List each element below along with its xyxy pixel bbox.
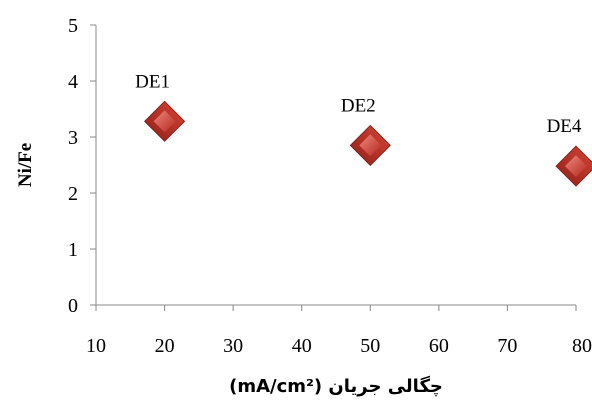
y-ticks: 0 1 2 3 4 5 — [68, 15, 96, 317]
y-tick-label: 3 — [68, 127, 78, 149]
y-tick-label: 5 — [68, 15, 78, 37]
data-point — [555, 145, 592, 187]
point-label: DE2 — [341, 95, 376, 116]
diamond-highlight — [565, 155, 587, 178]
x-tick-label: 70 — [497, 335, 517, 357]
data-point — [144, 100, 186, 142]
y-tick-label: 4 — [68, 71, 78, 93]
point-label: DE4 — [547, 116, 582, 137]
axes — [95, 25, 576, 306]
x-tick-label: 50 — [360, 335, 380, 357]
x-tick-label: 80 — [572, 335, 592, 357]
x-tick-label: 30 — [223, 335, 243, 357]
x-tick-label: 20 — [155, 335, 175, 357]
x-ticks: 10 20 30 40 50 60 70 80 — [86, 305, 592, 357]
x-tick-label: 10 — [86, 335, 106, 357]
x-axis-label: چگالی جریان (mA/cm²) — [229, 375, 443, 397]
diamond-highlight — [359, 134, 382, 157]
diamond-highlight — [153, 110, 176, 133]
y-tick-label: 0 — [68, 295, 78, 317]
x-tick-label: 60 — [429, 335, 449, 357]
y-tick-label: 2 — [68, 183, 78, 205]
point-label: DE1 — [135, 71, 170, 92]
y-tick-label: 1 — [68, 239, 78, 261]
data-points: DE1 DE2 DE4 — [135, 71, 592, 187]
x-tick-label: 40 — [292, 335, 312, 357]
y-axis-label: Ni/Fe — [15, 143, 36, 187]
data-point — [349, 124, 391, 166]
